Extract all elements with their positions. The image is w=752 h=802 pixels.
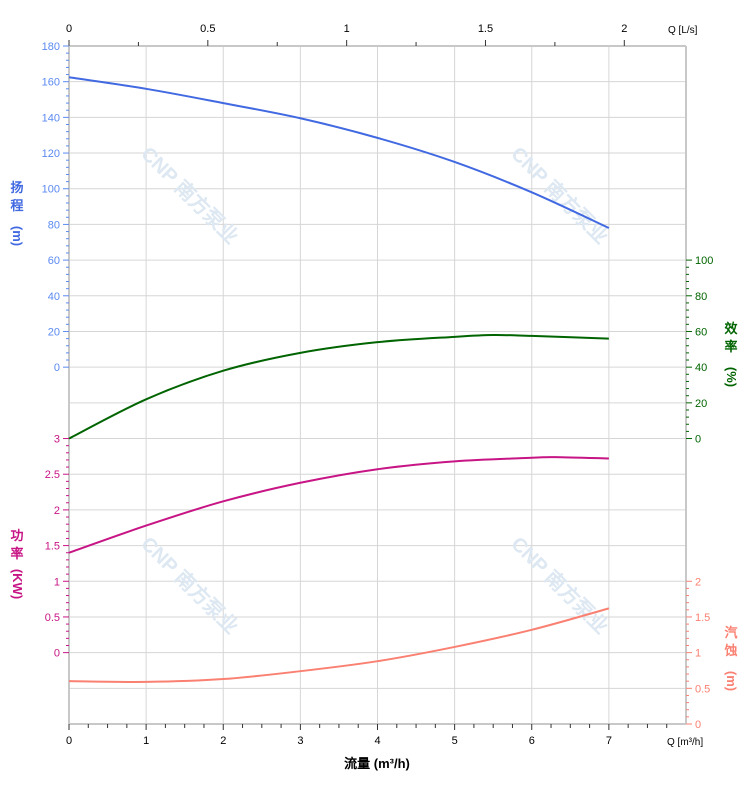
npsh-axis-title: 蚀 bbox=[723, 643, 737, 658]
power-axis-title: (KW) bbox=[10, 569, 25, 599]
efficiency-tick-label: 0 bbox=[695, 434, 701, 446]
power-tick-label: 3 bbox=[54, 434, 60, 446]
x-top-tick-label: 1 bbox=[344, 23, 350, 35]
watermark-logo: CNP 南方泵业 bbox=[506, 142, 613, 249]
x-tick-label: 2 bbox=[220, 735, 226, 747]
axes: 0 1 2 3 4 5 6 70 0.5 1 1.5 202040608010012014016018… bbox=[42, 23, 714, 747]
x-tick-label: 4 bbox=[374, 735, 380, 747]
npsh-tick-label: 0 bbox=[695, 719, 701, 731]
npsh-tick-label: 2 bbox=[695, 576, 701, 588]
head-tick-label: 40 bbox=[48, 291, 60, 303]
curves bbox=[68, 76, 610, 683]
x-top-tick-label: 0 bbox=[66, 23, 72, 35]
power-tick-label: 2 bbox=[54, 505, 60, 517]
power-tick-label: 0.5 bbox=[45, 612, 60, 624]
watermark-logo: CNP 南方泵业 bbox=[136, 532, 243, 639]
head-tick-label: 60 bbox=[48, 255, 60, 267]
x-top-unit-label: Q [L/s] bbox=[668, 25, 698, 36]
x-bottom-unit-label: Q [m³/h] bbox=[667, 737, 703, 748]
head-axis-title: 扬 bbox=[10, 180, 23, 195]
head-tick-label: 80 bbox=[48, 219, 60, 231]
x-tick-label: 6 bbox=[529, 735, 535, 747]
head-tick-label: 20 bbox=[48, 326, 60, 338]
efficiency-tick-label: 40 bbox=[695, 362, 707, 374]
npsh-curve bbox=[68, 607, 610, 683]
efficiency-axis-title: 率 bbox=[724, 339, 737, 354]
x-tick-label: 3 bbox=[297, 735, 303, 747]
head-tick-label: 160 bbox=[42, 77, 60, 89]
head-curve bbox=[68, 76, 610, 229]
efficiency-axis-title: (%) bbox=[724, 367, 739, 387]
npsh-tick-label: 1 bbox=[695, 648, 701, 660]
head-tick-label: 0 bbox=[54, 362, 60, 374]
power-axis-title: 功 bbox=[10, 528, 23, 543]
efficiency-tick-label: 60 bbox=[695, 326, 707, 338]
power-tick-label: 1.5 bbox=[45, 541, 60, 553]
head-tick-label: 180 bbox=[42, 41, 60, 53]
head-tick-label: 100 bbox=[42, 184, 60, 196]
power-tick-label: 2.5 bbox=[45, 469, 60, 481]
power-tick-label: 1 bbox=[54, 576, 60, 588]
power-curve bbox=[68, 456, 609, 554]
power-axis-title: 率 bbox=[10, 546, 23, 561]
watermark-logo: CNP 南方泵业 bbox=[136, 142, 243, 249]
npsh-axis-title: (m) bbox=[724, 671, 739, 691]
efficiency-axis-title: 效 bbox=[724, 321, 738, 336]
x-tick-label: 1 bbox=[143, 735, 149, 747]
x-axis-title: 流量 (m³/h) bbox=[344, 756, 410, 771]
x-top-tick-label: 1.5 bbox=[478, 23, 493, 35]
x-tick-label: 7 bbox=[606, 735, 612, 747]
head-axis-title: (m) bbox=[10, 226, 25, 246]
head-tick-label: 140 bbox=[42, 112, 60, 124]
npsh-tick-label: 1.5 bbox=[695, 612, 710, 624]
power-tick-label: 0 bbox=[54, 648, 60, 660]
grid bbox=[69, 45, 687, 725]
efficiency-curve bbox=[68, 334, 609, 440]
x-top-tick-label: 0.5 bbox=[200, 23, 215, 35]
efficiency-tick-label: 100 bbox=[695, 255, 713, 267]
head-tick-label: 120 bbox=[42, 148, 60, 160]
head-axis-title: 程 bbox=[10, 198, 23, 213]
efficiency-tick-label: 80 bbox=[695, 291, 707, 303]
npsh-axis-title: 汽 bbox=[724, 625, 737, 640]
npsh-tick-label: 0.5 bbox=[695, 683, 710, 695]
efficiency-tick-label: 20 bbox=[695, 398, 707, 410]
axis-labels: 扬程(m)功率(KW)效率(%)汽蚀(m) bbox=[10, 180, 739, 691]
x-tick-label: 0 bbox=[66, 735, 72, 747]
x-tick-label: 5 bbox=[452, 735, 458, 747]
x-top-tick-label: 2 bbox=[621, 23, 627, 35]
